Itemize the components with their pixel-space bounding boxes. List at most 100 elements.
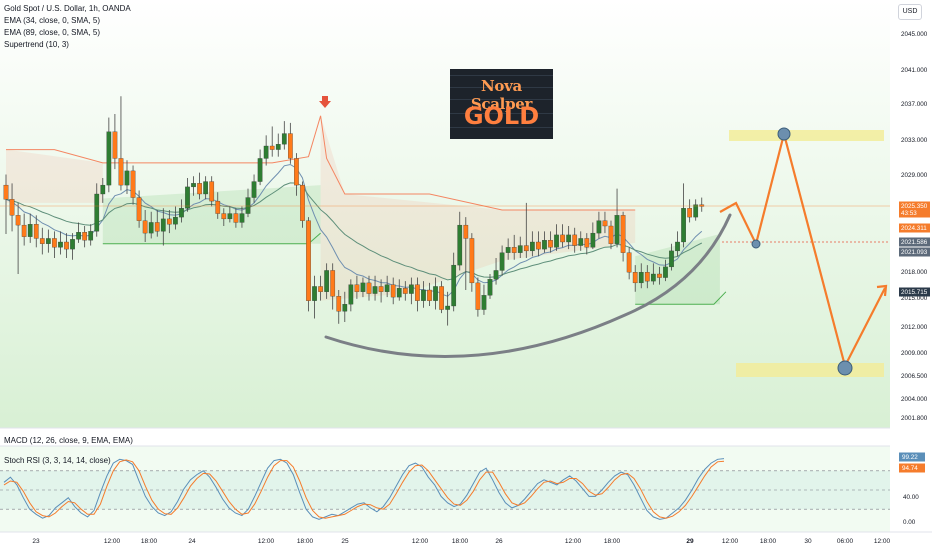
candle-up	[281, 133, 287, 145]
candle-up	[487, 279, 493, 296]
support-zone	[736, 363, 884, 377]
candle-down	[584, 238, 590, 248]
candle-up	[227, 213, 233, 220]
candle-down	[439, 286, 444, 310]
candle-down	[318, 286, 323, 292]
candle-down	[548, 240, 553, 248]
candle-down	[366, 282, 372, 294]
candle-down	[33, 224, 39, 239]
candle-up	[554, 234, 559, 248]
candle-up	[451, 264, 457, 307]
red-arrow-marker	[319, 96, 331, 108]
projection-point	[837, 360, 853, 376]
candle-up	[481, 295, 487, 310]
legend-symbol[interactable]: Gold Spot / U.S. Dollar, 1h, OANDA	[4, 4, 131, 13]
price-tick-label: 2001.800	[901, 415, 928, 422]
candle-up	[693, 204, 699, 218]
candle-up	[27, 224, 33, 237]
candle-down	[221, 213, 227, 220]
candle-down	[572, 234, 578, 246]
candle-down	[233, 213, 239, 223]
legend-supertrend[interactable]: Supertrend (10, 3)	[4, 40, 69, 49]
candle-down	[469, 238, 475, 284]
candle-up	[542, 240, 547, 250]
price-tick-label: 2045.000	[901, 31, 928, 38]
candle-up	[191, 183, 196, 188]
time-tick-label: 23	[32, 538, 40, 545]
candle-up	[275, 144, 281, 150]
price-tag-label: 2025.350	[901, 203, 928, 210]
time-tick-label: 18:00	[604, 538, 621, 545]
candle-up	[203, 181, 208, 195]
candle-up	[433, 286, 438, 301]
candle-up	[384, 284, 390, 292]
time-tick-label: 25	[341, 538, 349, 545]
candle-down	[687, 208, 693, 218]
projection-point	[777, 127, 791, 141]
candle-down	[21, 224, 27, 237]
price-tick-label: 2041.000	[901, 67, 928, 74]
candle-down	[136, 197, 142, 221]
stoch-tick-label: 40.00	[903, 494, 919, 501]
candle-down	[52, 238, 57, 248]
candle-up	[76, 232, 81, 240]
candle-up	[360, 282, 366, 292]
legend-ema89[interactable]: EMA (89, close, 0, SMA, 5)	[4, 28, 101, 37]
candle-up	[251, 181, 257, 198]
projection-arrowhead	[876, 284, 888, 297]
price-tag-countdown: 43:53	[901, 210, 917, 217]
currency-button[interactable]: USD	[898, 4, 922, 20]
resistance-zone	[729, 130, 884, 141]
candle-down	[511, 247, 517, 253]
candle-down	[142, 220, 148, 234]
candle-down	[536, 241, 541, 250]
candle-up	[517, 245, 523, 253]
candle-down	[644, 272, 650, 282]
candle-down	[626, 252, 632, 273]
candle-down	[354, 284, 360, 292]
time-tick-label: 18:00	[452, 538, 469, 545]
candle-up	[342, 304, 348, 312]
supertrend-fill-down	[320, 115, 636, 301]
candle-up	[239, 213, 245, 223]
candle-up	[46, 238, 51, 244]
time-tick-label: 12:00	[722, 538, 739, 545]
candle-down	[39, 238, 45, 244]
candle-down	[82, 232, 87, 241]
candle-up	[372, 286, 378, 294]
time-tick-label: 18:00	[760, 538, 777, 545]
stoch-pane-label[interactable]: Stoch RSI (3, 3, 14, 14, close)	[4, 456, 111, 465]
candle-down	[699, 204, 705, 207]
price-tag-bg	[899, 223, 930, 233]
stoch-series-D	[3, 459, 725, 519]
candle-up	[590, 232, 596, 248]
legend-ema34[interactable]: EMA (34, close, 0, SMA, 5)	[4, 16, 101, 25]
candle-down	[3, 184, 9, 200]
stoch-tag-bg	[899, 463, 925, 473]
candle-down	[523, 245, 529, 252]
candle-down	[197, 183, 202, 195]
time-tick-label: 30	[804, 538, 812, 545]
candle-down	[620, 215, 626, 253]
candle-up	[614, 215, 620, 244]
price-tick-label: 2029.000	[901, 172, 928, 179]
candle-up	[312, 286, 317, 301]
candle-down	[336, 296, 342, 312]
macd-pane-label[interactable]: MACD (12, 26, close, 9, EMA, EMA)	[4, 436, 133, 445]
candle-up	[499, 252, 505, 271]
price-tick-label: 2004.000	[901, 396, 928, 403]
candle-up	[396, 288, 402, 298]
logo-line-2: GOLD	[463, 102, 540, 130]
candle-up	[58, 241, 63, 248]
time-tick-label: 12:00	[874, 538, 891, 545]
macd-pane-bg	[0, 428, 890, 446]
candle-down	[475, 282, 481, 310]
time-tick-label: 18:00	[141, 538, 158, 545]
candle-down	[402, 288, 408, 294]
time-tick-label: 06:00	[837, 538, 854, 545]
price-tag-label: 2021.093	[901, 249, 928, 256]
time-tick-label: 18:00	[297, 538, 314, 545]
candle-up	[124, 170, 130, 186]
